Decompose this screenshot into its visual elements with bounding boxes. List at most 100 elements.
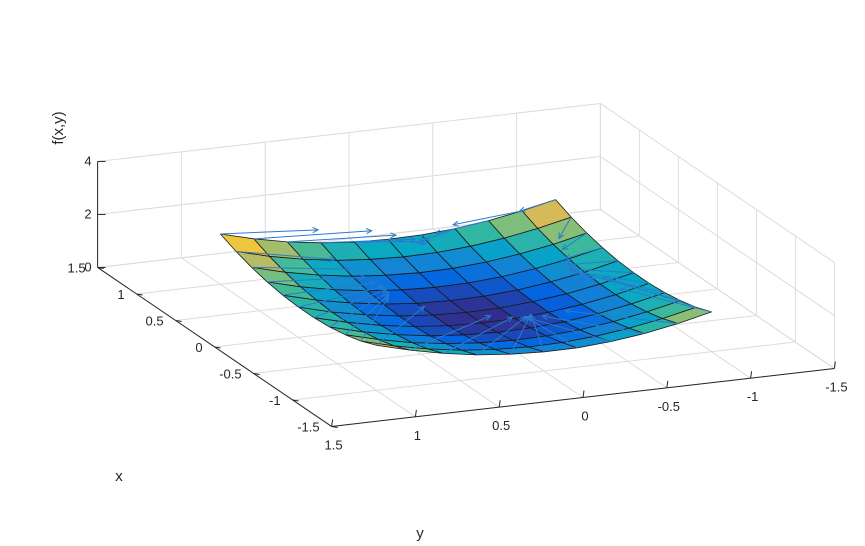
normal-arrow-shaft [424, 228, 456, 241]
normal-arrow-head [383, 293, 390, 301]
normal-arrow-head [484, 314, 492, 321]
normal-arrow-head [328, 255, 336, 263]
x-tick-mark [214, 346, 221, 349]
x-tick-label: 1 [117, 287, 124, 302]
normal-arrow-head [358, 274, 366, 281]
normal-arrow-shaft [235, 250, 335, 260]
normal-arrow-shaft [526, 317, 612, 343]
normal-arrow-shaft [620, 288, 712, 313]
y-tick-mark [666, 380, 669, 388]
normal-arrow-shaft [298, 285, 384, 308]
y-tick-mark [331, 419, 334, 427]
y-tick-mark [750, 371, 753, 379]
y-tick-mark [498, 400, 501, 408]
z-tick-label: 2 [84, 206, 91, 221]
x-tick-mark [136, 293, 143, 296]
normal-arrow-head [418, 238, 426, 245]
normal-arrow-shaft [558, 216, 572, 239]
x-tick-label: 0.5 [146, 313, 164, 328]
normal-arrow-shaft [320, 238, 415, 244]
back-wall-gridline-z [97, 103, 601, 162]
normal-arrow-shaft [435, 220, 489, 234]
x-tick-label: 0 [195, 340, 202, 355]
normal-arrow-head [525, 313, 531, 321]
side-wall-gridline-z [600, 103, 835, 263]
normal-arrow-head [370, 280, 378, 287]
y-tick-label: -1.5 [825, 380, 847, 395]
y-axis-label: y [416, 525, 424, 542]
normal-arrow-shaft [376, 305, 425, 346]
normal-arrow-shaft [562, 232, 588, 251]
normal-arrow-head [409, 236, 417, 243]
x-axis-label: x [115, 468, 123, 485]
z-tick-label: 0 [84, 259, 91, 274]
normal-arrow-shaft [267, 276, 365, 283]
normal-arrow-shaft [476, 316, 527, 356]
normal-arrow-head [541, 314, 549, 321]
normal-arrow-shaft [251, 266, 351, 270]
normal-arrow-shaft [443, 316, 513, 354]
normal-arrow-shaft [220, 229, 319, 235]
y-tick-label: -0.5 [658, 399, 680, 414]
normal-arrow-shaft [571, 270, 650, 284]
back-wall-gridline-z [97, 156, 601, 215]
normal-arrow-head [451, 220, 460, 227]
normal-arrow-shaft [409, 315, 491, 351]
surface [219, 199, 712, 356]
normal-arrow-head [520, 315, 527, 323]
normal-arrow-head [577, 271, 585, 278]
tick-labels: -1.5 -1 -0.5 0 0.5 1 1.5 1.5 1 0.5 0 -0.5 -1 -1.5 0 2 4 [68, 153, 848, 452]
x-tick-label: -1.5 [297, 419, 319, 434]
normal-arrow-shaft [313, 288, 387, 319]
y-tick-label: 1.5 [325, 437, 343, 452]
normal-arrow-shaft [329, 291, 390, 328]
x-tick-label: 1.5 [68, 260, 86, 275]
x-tick-mark [253, 372, 260, 375]
normal-arrow-head [377, 284, 385, 291]
x-tick-label: -1 [269, 393, 281, 408]
normal-arrow-head [563, 254, 571, 260]
normal-arrow-shaft [253, 230, 372, 240]
y-tick-label: 0.5 [492, 418, 510, 433]
x-tick-mark [331, 425, 338, 428]
normal-arrow-shaft [282, 282, 376, 296]
normal-arrow-shaft [565, 310, 679, 324]
y-tick-mark [582, 390, 585, 398]
y-tick-label: -1 [747, 389, 759, 404]
normal-arrow-head [619, 287, 627, 294]
normal-arrow-shaft [578, 272, 665, 294]
normal-arrow-shaft [360, 297, 389, 342]
normal-arrow-shaft [453, 210, 523, 226]
normal-arrow-shaft [564, 247, 603, 260]
side-wall-gridline-z [600, 156, 835, 316]
y-tick-label: 1 [414, 428, 421, 443]
normal-arrow-shaft [567, 268, 634, 274]
normal-arrow-head [390, 232, 398, 239]
y-tick-mark [414, 409, 417, 417]
floor-gridline-y [181, 257, 416, 418]
y-tick-mark [833, 361, 836, 369]
normal-arrow-head [558, 232, 565, 240]
x-tick-mark [175, 319, 182, 322]
axes [97, 160, 836, 428]
normal-arrow-shaft [510, 314, 531, 355]
normal-arrow-shaft [566, 260, 619, 266]
x-tick-mark [292, 399, 299, 402]
normal-arrow-shaft [519, 199, 556, 212]
normal-arrow-shaft [344, 294, 390, 336]
normal-arrow-shaft [287, 234, 396, 243]
y-tick-label: 0 [581, 409, 588, 424]
surface-normals [220, 199, 712, 356]
z-axis-label: f(x,y) [50, 111, 67, 144]
normal-arrow-head [506, 316, 514, 323]
normal-arrow-head [344, 266, 352, 273]
normal-arrow-head [382, 291, 390, 298]
normal-arrow-head [365, 228, 373, 235]
side-wall-gridline-z [600, 209, 835, 369]
normal-arrow-head [565, 261, 573, 268]
normal-arrow-head [564, 308, 572, 315]
normal-arrow-shaft [542, 315, 645, 334]
normal-arrow-head [561, 244, 569, 251]
normal-arrow-shaft [530, 314, 545, 353]
